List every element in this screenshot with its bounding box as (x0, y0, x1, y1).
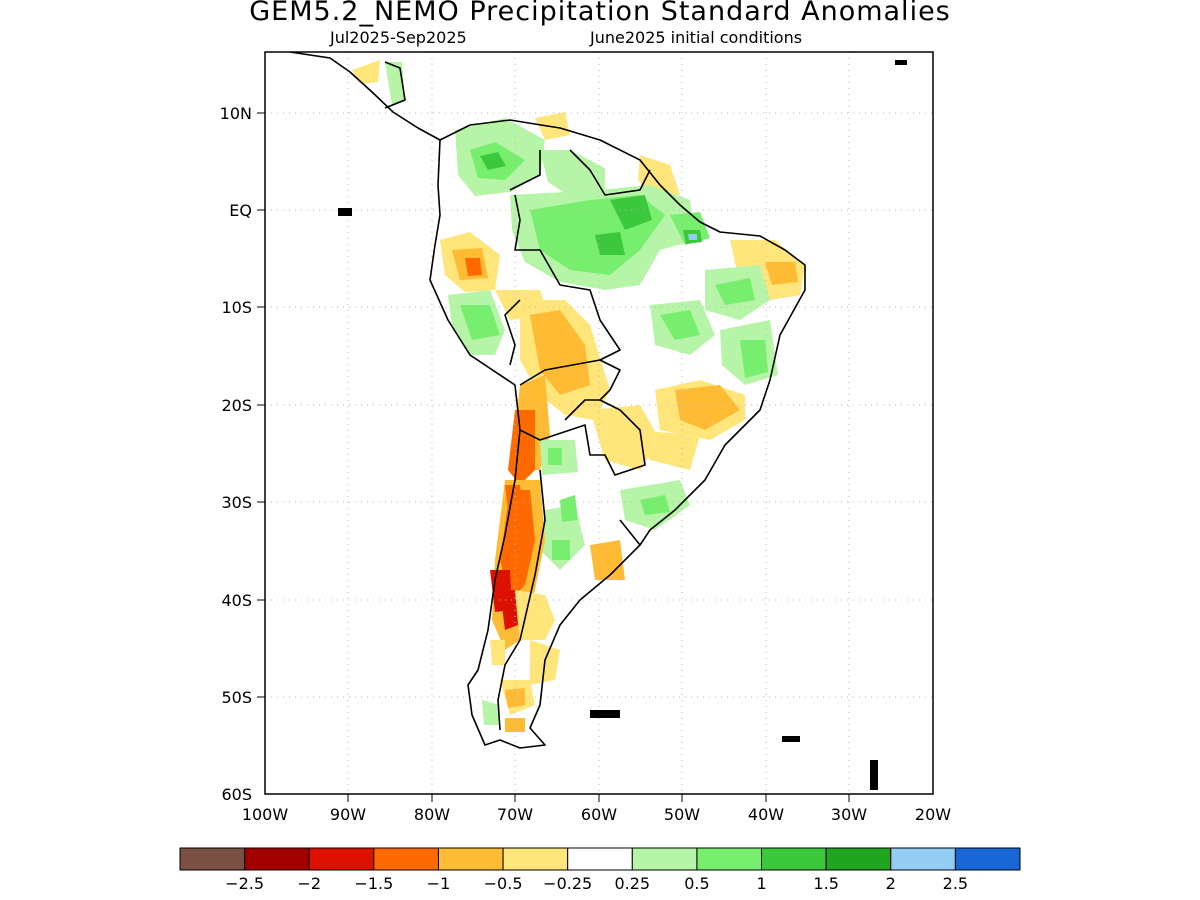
lon-label: 40W (748, 805, 784, 824)
colorbar-swatch (567, 847, 633, 871)
lon-label: 50W (664, 805, 700, 824)
lat-label: 10S (221, 298, 252, 317)
lon-label: 20W (915, 805, 951, 824)
colorbar-tick-label: −2.5 (225, 874, 264, 893)
colorbar-tick-label: −1 (427, 874, 451, 893)
lat-label: 30S (221, 493, 252, 512)
lat-axis: 10N EQ 10S 20S 30S 40S 50S 60S (220, 104, 265, 804)
coastline (289, 52, 806, 749)
lat-label: 50S (221, 688, 252, 707)
colorbar-tick-label: 2 (886, 874, 896, 893)
colorbar-tick-label: −0.25 (543, 874, 592, 893)
colorbar: −2.5 −2 −1.5 −1 −0.5 −0.25 0.25 0.5 1 1.5 2 2.5 (179, 847, 1021, 893)
colorbar-tick-label: 1.5 (813, 874, 838, 893)
lon-label: 60W (581, 805, 617, 824)
colorbar-tick-label: −1.5 (354, 874, 393, 893)
graticule (265, 52, 933, 794)
lon-label: 30W (831, 805, 867, 824)
colorbar-swatch (179, 847, 246, 871)
map-title: GEM5.2_NEMO Precipitation Standard Anoma… (249, 0, 951, 27)
colorbar-swatch (437, 847, 504, 871)
lat-label: 40S (221, 591, 252, 610)
lat-label: 10N (220, 104, 252, 123)
colorbar-swatch (825, 847, 892, 871)
lon-label: 90W (330, 805, 366, 824)
colorbar-swatch (631, 847, 698, 871)
islands (338, 60, 907, 790)
lon-label: 100W (242, 805, 289, 824)
lon-label: 80W (414, 805, 450, 824)
colorbar-swatch (502, 847, 569, 871)
anomaly-field (290, 52, 805, 745)
colorbar-swatch (373, 847, 439, 871)
colorbar-tick-label: 2.5 (943, 874, 968, 893)
lat-label: 20S (221, 396, 252, 415)
initial-conditions: June2025 initial conditions (590, 28, 803, 47)
colorbar-tick-label: 0.25 (614, 874, 650, 893)
colorbar-swatch (308, 847, 375, 871)
colorbar-tick-label: 0.5 (684, 874, 709, 893)
lat-label: EQ (229, 201, 252, 220)
colorbar-tick-label: 1 (756, 874, 766, 893)
colorbar-tick-label: −0.5 (484, 874, 523, 893)
colorbar-tick-label: −2 (297, 874, 321, 893)
colorbar-swatch (890, 847, 956, 871)
colorbar-swatch (954, 847, 1021, 871)
colorbar-swatch (244, 847, 310, 871)
lon-label: 70W (497, 805, 533, 824)
colorbar-swatch (696, 847, 763, 871)
lon-axis: 100W 90W 80W 70W 60W 50W 40W 30W 20W (242, 794, 951, 824)
forecast-period: Jul2025-Sep2025 (330, 28, 467, 47)
lat-label: 60S (221, 785, 252, 804)
colorbar-swatch (761, 847, 827, 871)
